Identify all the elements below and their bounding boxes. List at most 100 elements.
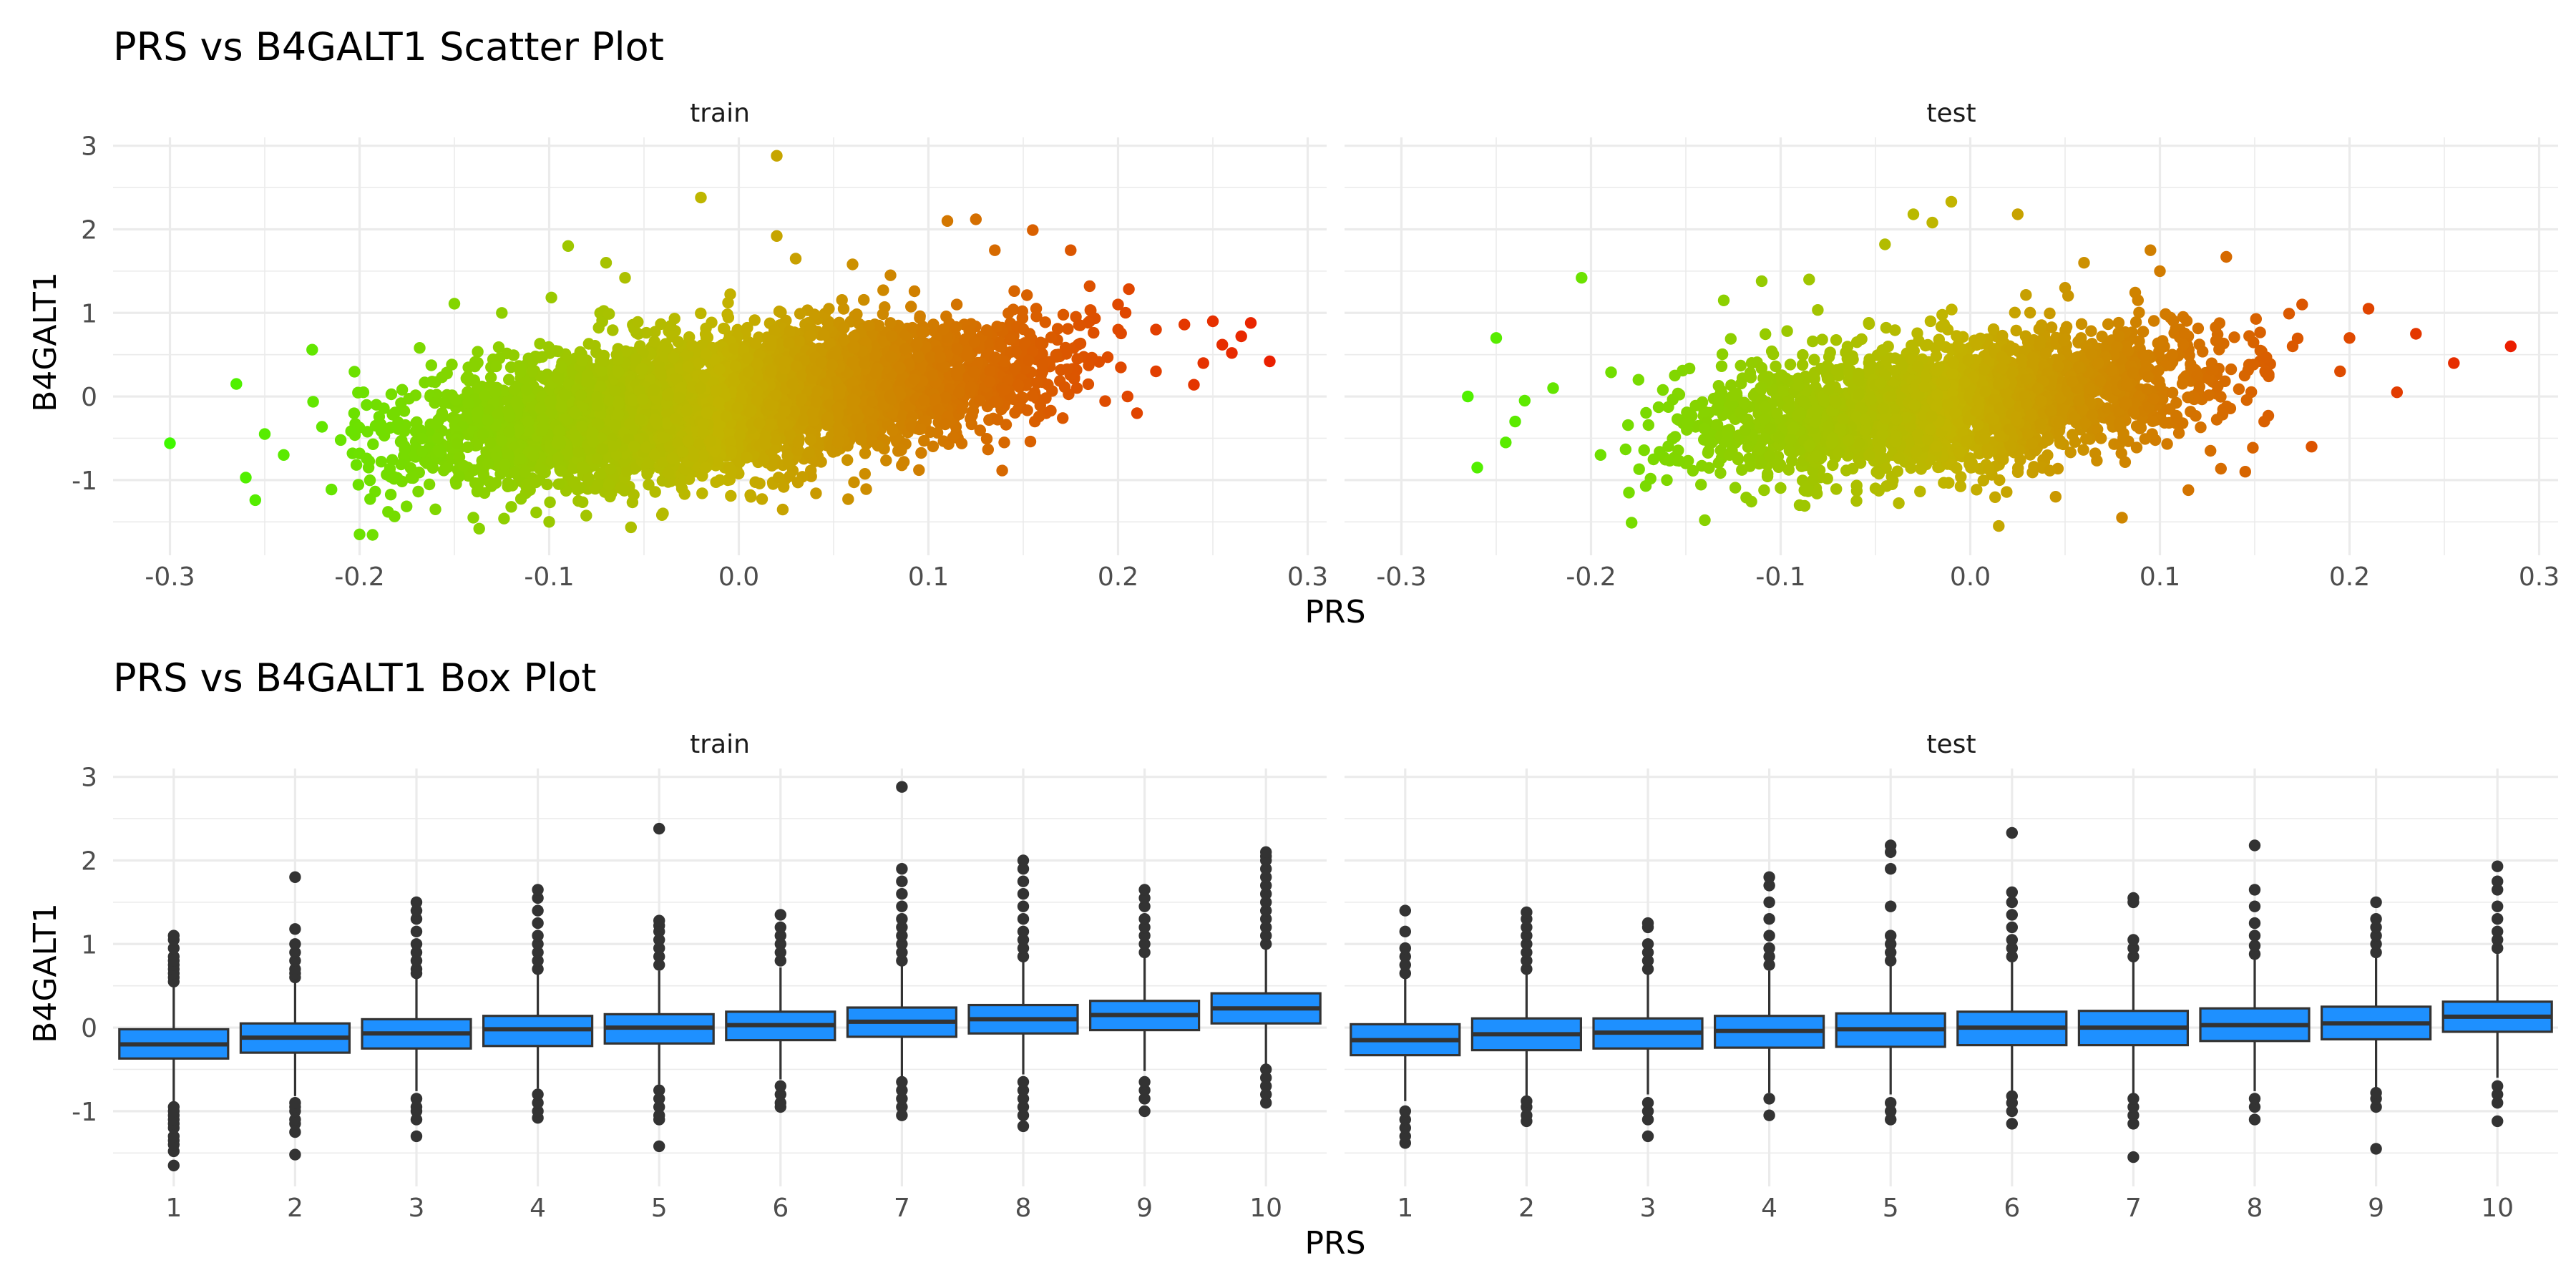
scatter-point	[489, 477, 502, 489]
scatter-point	[989, 351, 1002, 364]
scatter-point	[711, 455, 724, 468]
scatter-point	[916, 326, 929, 338]
scatter-point	[859, 468, 872, 480]
scatter-point	[896, 459, 908, 472]
scatter-point	[477, 429, 489, 441]
scatter-point	[385, 388, 398, 401]
scatter-point	[1023, 328, 1036, 340]
scatter-point	[818, 328, 830, 341]
scatter-point	[823, 338, 836, 351]
scatter-point	[589, 340, 601, 352]
scatter-point	[974, 424, 987, 436]
scatter-point	[503, 374, 515, 386]
scatter-point	[403, 393, 415, 405]
scatter-point	[914, 310, 926, 323]
scatter-point	[897, 409, 909, 421]
scatter-point	[662, 467, 674, 479]
scatter-point	[776, 503, 789, 516]
scatter-point	[805, 464, 817, 477]
scatter-point	[416, 445, 429, 458]
scatter-point	[1012, 379, 1025, 391]
scatter-point	[429, 396, 441, 409]
scatter-point	[980, 324, 993, 336]
scatter-point	[1050, 348, 1063, 361]
scatter-point	[932, 404, 945, 416]
scatter-point	[451, 437, 464, 450]
scatter-point	[842, 493, 854, 505]
scatter-point	[636, 363, 648, 375]
scatter-point	[1026, 390, 1038, 402]
scatter-point	[847, 331, 860, 343]
scatter-point	[621, 465, 633, 477]
scatter-point	[366, 529, 379, 541]
scatter-point	[961, 350, 974, 363]
scatter-point	[407, 472, 419, 484]
scatter-point	[849, 359, 862, 371]
scatter-point	[462, 371, 474, 383]
scatter-point	[364, 474, 376, 487]
scatter-point	[326, 483, 338, 496]
scatter-point	[469, 360, 481, 373]
scatter-point	[871, 362, 884, 374]
scatter-point	[905, 421, 918, 434]
scatter-point	[425, 359, 437, 371]
scatter-point	[502, 449, 514, 461]
scatter-point	[571, 484, 584, 496]
scatter-point	[1061, 363, 1073, 376]
scatter-point	[798, 414, 810, 426]
scatter-point	[940, 311, 952, 323]
scatter-point	[416, 432, 428, 445]
scatter-point	[851, 308, 863, 321]
scatter-point	[892, 386, 905, 398]
scatter-point	[607, 324, 619, 336]
scatter-point	[693, 357, 706, 369]
scatter-point	[519, 466, 531, 478]
scatter-point	[860, 483, 872, 495]
scatter-point	[927, 318, 940, 331]
scatter-point	[968, 366, 980, 378]
scatter-point	[728, 343, 741, 355]
scatter-point	[695, 307, 707, 320]
scatter-point	[398, 425, 411, 437]
scatter-point	[718, 322, 730, 335]
scatter-point	[1018, 337, 1031, 349]
scatter-point	[462, 441, 474, 454]
scatter-point	[603, 394, 615, 406]
scatter-point	[659, 351, 671, 364]
scatter-point	[620, 345, 632, 357]
scatter-point	[959, 333, 972, 346]
scatter-point	[833, 426, 846, 438]
scatter-point	[984, 365, 996, 377]
scatter-point	[536, 351, 549, 363]
scatter-point	[983, 414, 995, 426]
scatter-point	[648, 449, 661, 461]
scatter-point	[789, 406, 801, 419]
scatter-point	[1042, 379, 1054, 391]
scatter-point	[545, 291, 557, 303]
scatter-point	[1083, 359, 1095, 371]
scatter-point	[733, 429, 746, 441]
scatter-point	[998, 356, 1010, 368]
scatter-point	[1010, 346, 1023, 358]
scatter-point	[458, 459, 470, 472]
scatter-point	[866, 396, 879, 408]
scatter-point	[774, 338, 786, 350]
scatter-point	[808, 308, 821, 321]
scatter-point	[693, 437, 706, 450]
scatter-point	[423, 478, 436, 491]
scatter-point	[863, 320, 875, 332]
scatter-point	[672, 336, 684, 348]
scatter-point	[869, 350, 882, 362]
scatter-point	[473, 522, 485, 535]
scatter-point	[395, 458, 407, 471]
scatter-point	[823, 303, 835, 315]
scatter-point	[396, 384, 409, 396]
scatter-point	[595, 381, 607, 393]
scatter-point	[1082, 378, 1095, 391]
scatter-point	[934, 351, 947, 364]
scatter-point	[561, 448, 573, 460]
scatter-point	[1101, 351, 1114, 364]
scatter-point	[877, 284, 889, 296]
scatter-point	[610, 348, 623, 361]
